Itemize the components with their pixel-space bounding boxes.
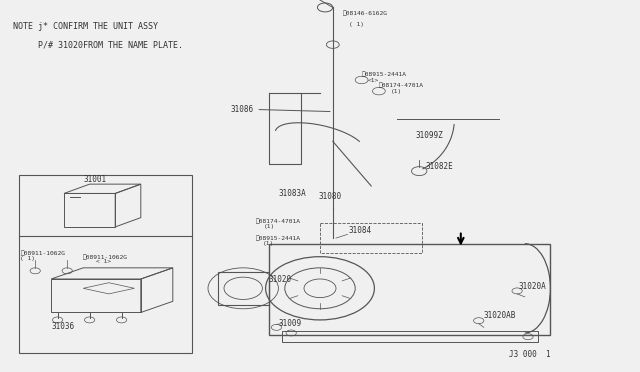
Text: (1): (1) (262, 241, 274, 246)
Text: Ⓑ08146-6162G: Ⓑ08146-6162G (342, 10, 387, 16)
Text: 31020A: 31020A (518, 282, 546, 291)
Text: 31083A: 31083A (278, 189, 306, 198)
Text: 31009: 31009 (278, 318, 301, 327)
Text: 31036: 31036 (51, 322, 74, 331)
Text: < 1>: < 1> (96, 259, 111, 264)
Text: (1): (1) (264, 224, 275, 230)
Text: Ⓝ08911-1062G: Ⓝ08911-1062G (83, 254, 128, 260)
Text: 31086: 31086 (230, 105, 330, 113)
Text: 31084: 31084 (349, 225, 372, 234)
Text: 31082E: 31082E (426, 162, 453, 171)
Text: J3 000  1: J3 000 1 (509, 350, 550, 359)
Text: 31099Z: 31099Z (416, 131, 444, 140)
Text: ( 1): ( 1) (20, 256, 35, 261)
Text: Ⓝ08915-2441A: Ⓝ08915-2441A (362, 72, 406, 77)
Text: 31020AB: 31020AB (483, 311, 516, 320)
Text: 31001: 31001 (83, 175, 106, 184)
Text: Ⓝ08911-1062G: Ⓝ08911-1062G (20, 251, 65, 256)
Text: Ⓝ08915-2441A: Ⓝ08915-2441A (256, 235, 301, 241)
Text: 31080: 31080 (318, 192, 341, 201)
Text: Ⓑ08174-4701A: Ⓑ08174-4701A (379, 83, 424, 89)
Text: <1>: <1> (368, 78, 380, 83)
Text: P/# 31020FROM THE NAME PLATE.: P/# 31020FROM THE NAME PLATE. (38, 41, 184, 50)
Text: 31020: 31020 (269, 275, 292, 283)
Text: Ⓑ08174-4701A: Ⓑ08174-4701A (256, 219, 301, 224)
Text: NOTE j* CONFIRM THE UNIT ASSY: NOTE j* CONFIRM THE UNIT ASSY (13, 22, 158, 31)
Text: (1): (1) (390, 89, 402, 94)
Text: ( 1): ( 1) (349, 22, 364, 27)
